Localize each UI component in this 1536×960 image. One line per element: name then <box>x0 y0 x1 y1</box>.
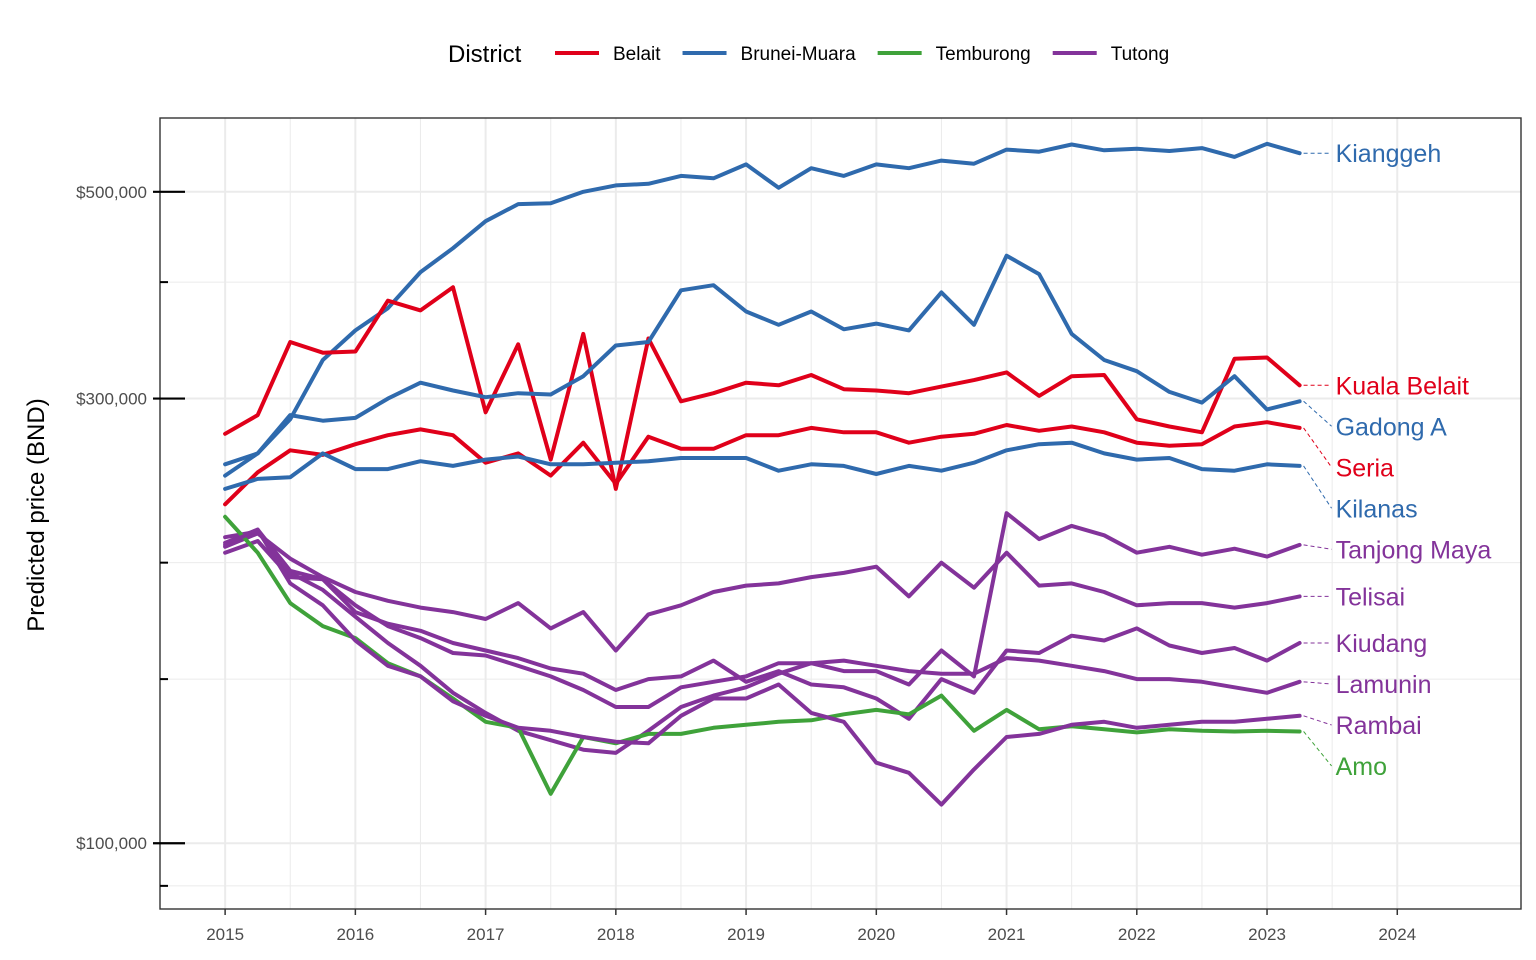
end-label-kilanas: Kilanas <box>1336 495 1418 523</box>
end-label-amo: Amo <box>1336 753 1387 781</box>
series-line-lamunin <box>223 529 1302 755</box>
x-tick-label: 2019 <box>727 925 765 944</box>
x-tick-label: 2017 <box>467 925 505 944</box>
x-tick-label: 2024 <box>1378 925 1416 944</box>
legend-title: District <box>448 41 522 68</box>
end-label-leader <box>1303 731 1332 767</box>
x-tick-label: 2021 <box>988 925 1026 944</box>
y-axis-title: Predicted price (BND) <box>23 398 50 631</box>
y-tick-label: $300,000 <box>76 390 147 409</box>
series-line-rambai <box>223 527 1302 807</box>
series-line-amo <box>223 514 1302 796</box>
series-line-seria <box>223 420 1302 507</box>
end-label-kianggeh: Kianggeh <box>1336 140 1442 168</box>
end-label-leader <box>1303 400 1332 427</box>
series-line-kianggeh <box>223 141 1302 478</box>
end-label-seria: Seria <box>1336 454 1394 482</box>
end-label-leader <box>1303 465 1333 509</box>
end-labels: Kianggeh Kuala Belait Gadong A Seria Kilanas… <box>1303 140 1492 781</box>
legend-label-belait: Belait <box>613 44 661 65</box>
x-tick-label: 2020 <box>857 925 895 944</box>
end-label-rambai: Rambai <box>1336 712 1422 740</box>
y-axis: $100,000 $300,000 $500,000 <box>76 183 185 887</box>
end-label-leader <box>1303 681 1332 685</box>
legend-label-brunei-muara: Brunei-Muara <box>741 44 857 65</box>
series-line-tanjong-maya <box>223 511 1302 709</box>
x-tick-label: 2018 <box>597 925 635 944</box>
end-label-leader <box>1303 544 1332 550</box>
end-label-kuala-belait: Kuala Belait <box>1336 372 1469 400</box>
plot-border <box>159 117 1522 910</box>
series-line-kilanas <box>223 440 1302 491</box>
end-label-leader <box>1303 427 1333 468</box>
legend-label-temburong: Temburong <box>936 44 1031 65</box>
series-line-gadong-a <box>223 253 1302 467</box>
x-tick-label: 2023 <box>1248 925 1286 944</box>
x-tick-label: 2016 <box>336 925 374 944</box>
series-line-telisai <box>223 531 1302 653</box>
y-tick-label: $100,000 <box>76 834 147 853</box>
series-lines <box>223 141 1302 807</box>
end-label-kiudang: Kiudang <box>1336 630 1428 658</box>
x-tick-label: 2022 <box>1118 925 1156 944</box>
series-line-kuala-belait <box>223 285 1302 491</box>
x-axis: 2015 2016 2017 2018 2019 2020 2021 2022 2023 2024 <box>206 909 1416 944</box>
x-tick-label: 2015 <box>206 925 244 944</box>
end-label-telisai: Telisai <box>1336 583 1405 611</box>
y-tick-label: $500,000 <box>76 183 147 202</box>
legend: District Belait Brunei-Muara Temburong Tuto… <box>448 41 1169 68</box>
grid <box>160 118 1521 909</box>
end-label-lamunin: Lamunin <box>1336 671 1432 699</box>
end-label-gadong-a: Gadong A <box>1336 413 1448 441</box>
end-label-leader <box>1303 715 1332 726</box>
end-label-tanjong-maya: Tanjong Maya <box>1336 536 1492 564</box>
series-line-kiudang <box>223 539 1302 721</box>
legend-label-tutong: Tutong <box>1111 44 1169 65</box>
